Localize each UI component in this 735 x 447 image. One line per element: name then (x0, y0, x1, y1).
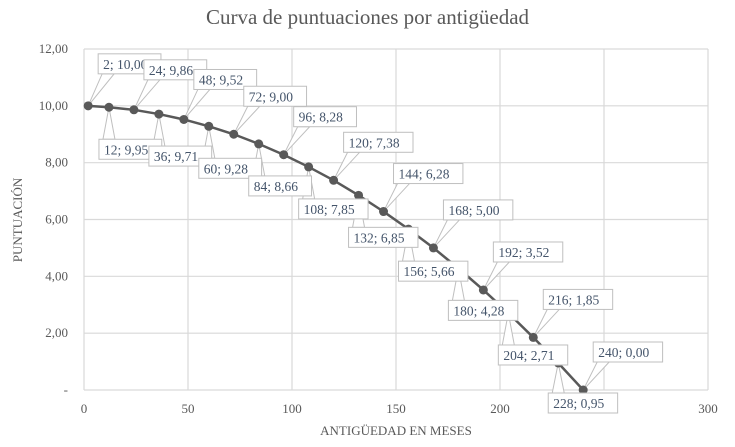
data-point (204, 121, 214, 131)
data-label: 180; 4,28 (453, 303, 504, 318)
data-label: 228; 0,95 (553, 396, 604, 411)
y-tick-label: 12,00 (39, 41, 68, 56)
data-label: 24; 9,86 (149, 63, 194, 78)
data-point (329, 175, 339, 185)
y-tick-label: - (64, 382, 68, 397)
data-label: 48; 9,52 (199, 72, 243, 87)
data-label: 120; 7,38 (349, 135, 400, 150)
data-point (179, 114, 189, 124)
data-label: 36; 9,71 (154, 149, 198, 164)
data-label: 156; 5,66 (403, 264, 454, 279)
data-label-box (148, 145, 213, 167)
data-label: 108; 7,85 (304, 202, 355, 217)
data-point (229, 129, 239, 139)
data-point (304, 162, 314, 172)
data-label: 204; 2,71 (503, 348, 554, 363)
data-label: 84; 8,66 (254, 179, 299, 194)
data-label: 60; 9,28 (204, 161, 249, 176)
y-tick-label: 6,00 (45, 212, 68, 227)
data-point (528, 332, 538, 342)
data-label-box (248, 175, 313, 197)
data-point (379, 207, 389, 217)
data-label: 192; 3,52 (498, 245, 549, 260)
data-label-box (243, 85, 308, 107)
data-label-box (298, 198, 369, 220)
data-point (279, 150, 289, 160)
data-point (129, 105, 139, 115)
data-point (478, 285, 488, 295)
data-point (83, 101, 93, 111)
data-label-box (193, 68, 258, 90)
data-label-box (592, 341, 664, 363)
x-axis-ticks: 050100150200250300 (81, 401, 718, 416)
x-tick-label: 100 (282, 401, 302, 416)
data-point (578, 385, 588, 395)
label-leader-lines (87, 73, 611, 394)
data-label-box (442, 199, 514, 221)
y-axis-title: PUNTUACIÓN (10, 177, 25, 262)
data-label: 2; 10,00 (103, 57, 148, 72)
y-tick-label: 2,00 (45, 325, 68, 340)
y-axis-ticks: - 2,00 4,00 6,00 8,00 10,00 12,00 (39, 41, 68, 397)
data-label-box (542, 288, 614, 310)
x-axis-title: ANTIGÜEDAD EN MESES (320, 423, 472, 438)
x-tick-label: 0 (81, 401, 88, 416)
data-label: 216; 1,85 (548, 292, 599, 307)
data-point (354, 190, 364, 200)
data-label-box (547, 392, 619, 414)
data-point (428, 243, 438, 253)
data-label-box (343, 131, 414, 153)
data-label-box (397, 260, 469, 282)
data-label: 132; 6,85 (354, 230, 405, 245)
data-label: 168; 5,00 (448, 203, 499, 218)
x-tick-label: 300 (698, 401, 718, 416)
data-point (254, 139, 264, 149)
x-tick-label: 200 (490, 401, 510, 416)
y-tick-label: 10,00 (39, 98, 68, 113)
data-label-box (492, 241, 564, 263)
y-tick-label: 4,00 (45, 268, 68, 283)
data-label-box (198, 157, 263, 179)
x-tick-label: 150 (386, 401, 406, 416)
data-label: 96; 8,28 (299, 110, 344, 125)
data-label: 144; 6,28 (399, 167, 450, 182)
data-label-box (393, 163, 464, 185)
data-label-box (293, 106, 357, 128)
data-label-box (348, 226, 419, 248)
data-label: 240; 0,00 (598, 345, 649, 360)
data-point (154, 109, 164, 119)
data-label: 72; 9,00 (249, 89, 294, 104)
data-point (104, 102, 114, 112)
data-labels: 2; 10,00 12; 9,95 24; 9,86 36; 9,71 48; 9,52… (97, 53, 664, 414)
data-label: 12; 9,95 (104, 142, 149, 157)
data-label-box (447, 299, 519, 321)
x-tick-label: 50 (182, 401, 195, 416)
chart-title: Curva de puntuaciones por antigüedad (205, 5, 530, 29)
data-label-box (497, 344, 569, 366)
y-tick-label: 8,00 (45, 155, 68, 170)
